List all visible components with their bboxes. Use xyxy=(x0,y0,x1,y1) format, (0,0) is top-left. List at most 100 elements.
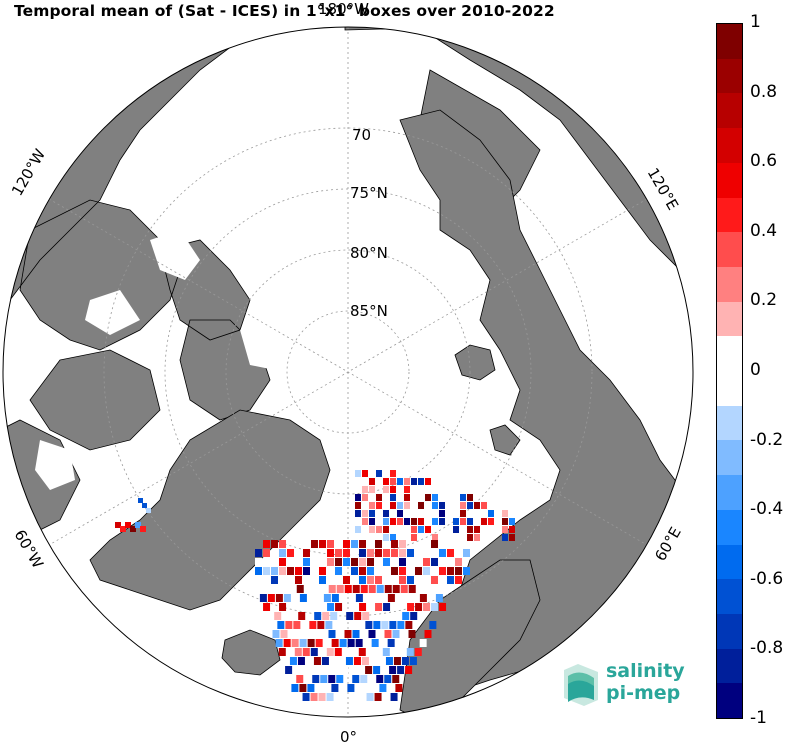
data-cell xyxy=(274,612,282,620)
data-cell xyxy=(425,526,431,533)
data-cell xyxy=(411,534,417,541)
data-cell xyxy=(307,684,315,692)
data-cell xyxy=(280,630,288,638)
data-cell xyxy=(327,603,335,611)
data-cell xyxy=(419,594,427,602)
data-cell xyxy=(453,526,459,533)
data-cell xyxy=(263,549,270,557)
parallel-label-80: 80°N xyxy=(350,244,388,262)
data-cell xyxy=(369,470,375,477)
data-cell xyxy=(425,494,431,501)
data-cell xyxy=(359,549,366,557)
data-cell xyxy=(283,639,291,647)
data-cell xyxy=(383,558,390,566)
data-cell xyxy=(115,522,121,528)
data-cell xyxy=(395,684,403,692)
data-cell xyxy=(402,612,410,620)
data-cell xyxy=(313,657,321,665)
data-cell xyxy=(327,549,334,557)
data-cell xyxy=(384,675,392,683)
data-cell xyxy=(287,549,294,557)
data-cell xyxy=(259,594,267,602)
colorbar-tick-label: 0.2 xyxy=(750,290,778,311)
data-cell xyxy=(323,594,331,602)
data-cell xyxy=(397,478,403,485)
data-cell xyxy=(367,576,374,584)
data-cell xyxy=(407,576,414,584)
data-cell xyxy=(297,657,305,665)
data-cell xyxy=(414,648,422,656)
data-cell xyxy=(279,567,286,575)
data-cell xyxy=(383,486,389,493)
data-cell xyxy=(495,518,501,525)
data-cell xyxy=(366,693,374,701)
data-cell xyxy=(309,621,317,629)
data-cell xyxy=(359,603,367,611)
colorbar-segment xyxy=(717,266,742,302)
data-cell xyxy=(319,576,326,584)
data-cell xyxy=(369,526,375,533)
colorbar-segment xyxy=(717,544,742,580)
data-cell xyxy=(135,522,141,528)
data-cell xyxy=(474,502,480,509)
data-cell xyxy=(335,540,342,548)
data-cell xyxy=(369,502,375,509)
data-cell xyxy=(381,621,389,629)
data-cell xyxy=(335,567,342,575)
data-cell xyxy=(295,576,302,584)
land-scandinavia xyxy=(399,559,541,717)
data-cell xyxy=(431,540,438,548)
data-cell xyxy=(404,478,410,485)
data-cell xyxy=(509,518,515,525)
data-cell xyxy=(367,549,374,557)
data-cell xyxy=(435,594,443,602)
data-cell xyxy=(383,510,389,517)
data-cell xyxy=(362,502,368,509)
data-cell xyxy=(279,549,286,557)
data-cell xyxy=(423,567,430,575)
data-cell xyxy=(287,567,294,575)
data-cell xyxy=(330,612,338,620)
data-cell xyxy=(367,567,374,575)
data-cell xyxy=(481,502,487,509)
data-cell xyxy=(342,648,350,656)
data-cell xyxy=(390,518,396,525)
data-cell xyxy=(369,510,375,517)
data-cell xyxy=(460,510,466,517)
data-cell xyxy=(343,576,350,584)
data-cell xyxy=(355,502,361,509)
data-cell xyxy=(418,502,424,509)
data-cell xyxy=(404,502,410,509)
colorbar-segment xyxy=(717,613,742,649)
data-cell xyxy=(432,518,438,525)
data-cell xyxy=(408,585,416,593)
data-cell xyxy=(355,510,361,517)
data-cell xyxy=(453,518,459,525)
data-cell xyxy=(362,486,368,493)
data-cell xyxy=(391,567,398,575)
data-cell xyxy=(359,540,366,548)
data-cell xyxy=(385,657,393,665)
data-cell xyxy=(368,630,376,638)
data-cell xyxy=(275,639,283,647)
data-cell xyxy=(339,639,347,647)
colorbar-tick-label: -0.8 xyxy=(750,638,784,659)
data-cell xyxy=(502,510,508,517)
data-cell xyxy=(387,594,395,602)
data-cell xyxy=(399,540,406,548)
data-cell xyxy=(298,612,306,620)
data-cell xyxy=(384,585,392,593)
data-cell xyxy=(509,534,515,541)
data-cell xyxy=(409,657,417,665)
data-cell xyxy=(296,630,304,638)
data-cell xyxy=(355,526,361,533)
data-cell xyxy=(355,594,363,602)
data-cell xyxy=(362,612,370,620)
data-cell xyxy=(138,498,143,503)
colorbar-tick-label: -1 xyxy=(750,708,767,728)
data-cell xyxy=(358,693,366,701)
data-cell xyxy=(354,612,362,620)
colorbar-tick-label: 0.4 xyxy=(750,220,778,241)
data-cell xyxy=(359,576,366,584)
